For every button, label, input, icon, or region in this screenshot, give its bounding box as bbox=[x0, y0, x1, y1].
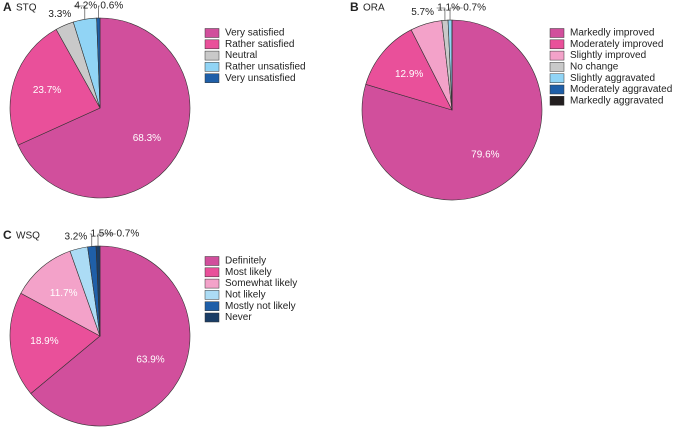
pie-slice bbox=[365, 29, 453, 111]
pie-slice bbox=[17, 17, 191, 199]
legend-swatch bbox=[549, 73, 565, 83]
data-label: 0.7% bbox=[116, 229, 139, 240]
legend-swatch bbox=[204, 290, 220, 300]
legend-label: Slightly aggravated bbox=[570, 73, 655, 84]
data-label: 18.9% bbox=[30, 336, 58, 347]
data-label: 79.6% bbox=[471, 149, 499, 160]
chart-title: ORA bbox=[363, 3, 385, 14]
leader-line bbox=[98, 5, 100, 19]
legend-label: Markedly aggravated bbox=[570, 95, 663, 106]
legend-swatch bbox=[204, 50, 220, 61]
legend-swatch bbox=[549, 96, 565, 106]
data-label: 11.7% bbox=[50, 288, 78, 299]
legend-label: Rather satisfied bbox=[225, 39, 294, 50]
data-label: 12.9% bbox=[395, 69, 423, 80]
legend-swatch bbox=[204, 28, 220, 38]
legend-swatch bbox=[549, 84, 565, 95]
legend-label: No change bbox=[570, 62, 619, 73]
legend-label: Slightly improved bbox=[570, 50, 646, 61]
chart-title: STQ bbox=[16, 3, 37, 14]
data-label: 0.7% bbox=[463, 3, 486, 14]
data-label: 68.3% bbox=[133, 133, 161, 144]
data-label: 1.1% bbox=[437, 3, 460, 14]
pie-slice bbox=[30, 245, 191, 427]
legend-swatch bbox=[204, 62, 220, 72]
data-label: 0.6% bbox=[100, 1, 123, 12]
data-label: 23.7% bbox=[33, 85, 61, 96]
data-label: 63.9% bbox=[136, 354, 164, 365]
legend-label: Markedly improved bbox=[570, 28, 654, 39]
legend-label: Neutral bbox=[225, 50, 257, 61]
legend-label: Never bbox=[225, 312, 252, 323]
leader-line bbox=[449, 7, 463, 21]
legend-swatch bbox=[204, 73, 220, 83]
pie-slice bbox=[9, 28, 101, 146]
legend-label: Very unsatisfied bbox=[225, 73, 296, 84]
legend-label: Most likely bbox=[225, 267, 272, 278]
data-label: 3.3% bbox=[48, 9, 71, 20]
legend-label: Somewhat likely bbox=[225, 278, 297, 289]
legend-label: Moderately aggravated bbox=[570, 84, 672, 95]
panel-label: C bbox=[3, 228, 12, 242]
legend-label: Very satisfied bbox=[225, 28, 284, 39]
legend-label: Definitely bbox=[225, 256, 266, 267]
legend-swatch bbox=[204, 301, 220, 311]
legend-label: Moderately improved bbox=[570, 39, 663, 50]
legend-swatch bbox=[549, 50, 565, 61]
panel-label: B bbox=[350, 0, 359, 14]
leader-line bbox=[436, 7, 446, 21]
pie-slice bbox=[20, 250, 101, 337]
legend-label: Rather unsatisfied bbox=[225, 62, 306, 73]
pie-slice bbox=[9, 292, 101, 394]
leader-line bbox=[89, 233, 93, 247]
panel-label: A bbox=[3, 0, 12, 14]
legend-swatch bbox=[549, 28, 565, 38]
leader-line bbox=[97, 233, 116, 247]
data-label: 4.2% bbox=[74, 1, 97, 12]
legend-label: Not likely bbox=[225, 290, 266, 301]
legend-swatch bbox=[204, 278, 220, 289]
legend-swatch bbox=[549, 39, 565, 50]
legend-label: Mostly not likely bbox=[225, 301, 296, 312]
data-label: 5.7% bbox=[411, 7, 434, 18]
legend-swatch bbox=[549, 62, 565, 72]
legend-swatch bbox=[204, 312, 220, 323]
legend-swatch bbox=[204, 267, 220, 278]
chart-title: WSQ bbox=[16, 231, 40, 242]
data-label: 3.2% bbox=[64, 232, 87, 243]
legend-swatch bbox=[204, 39, 220, 50]
legend-swatch bbox=[204, 256, 220, 266]
leader-line bbox=[73, 5, 86, 20]
